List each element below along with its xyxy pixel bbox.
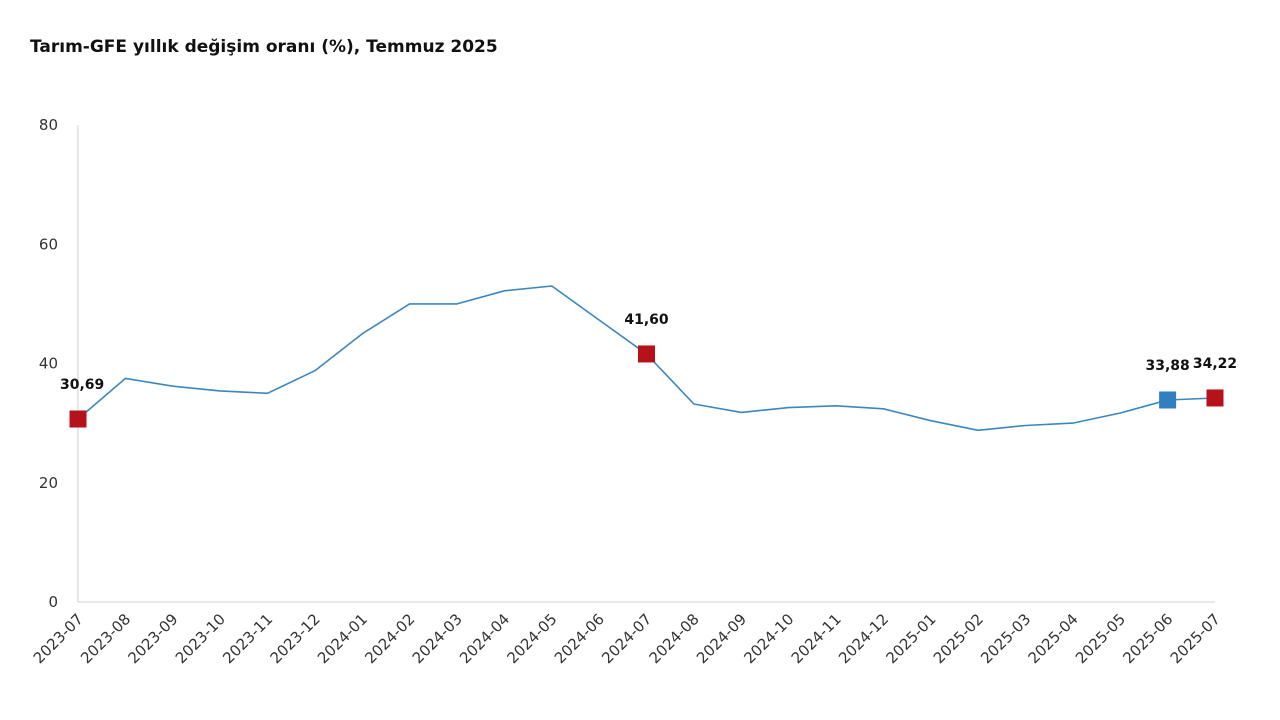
x-tick-label: 2024-03 [409, 610, 466, 667]
x-tick-label: 2025-07 [1167, 610, 1224, 667]
data-label: 34,22 [1193, 356, 1237, 372]
y-tick-label: 40 [39, 355, 58, 373]
y-tick-label: 80 [39, 116, 58, 134]
highlight-marker [69, 410, 87, 428]
x-tick-label: 2023-09 [125, 610, 182, 667]
x-tick-label: 2025-04 [1025, 610, 1082, 667]
x-tick-label: 2024-08 [646, 610, 703, 667]
x-tick-label: 2023-12 [267, 610, 324, 667]
x-tick-label: 2024-05 [504, 610, 561, 667]
x-tick-label: 2025-01 [883, 610, 940, 667]
x-tick-label: 2024-10 [740, 610, 797, 667]
x-tick-label: 2024-09 [693, 610, 750, 667]
x-tick-label: 2024-02 [361, 610, 418, 667]
x-tick-label: 2024-04 [456, 610, 513, 667]
y-tick-label: 0 [48, 593, 58, 611]
x-tick-label: 2023-11 [219, 610, 276, 667]
x-tick-label: 2024-06 [551, 610, 608, 667]
highlight-marker [1206, 389, 1224, 407]
x-tick-label: 2025-06 [1119, 610, 1176, 667]
x-tick-label: 2025-02 [930, 610, 987, 667]
x-tick-label: 2024-07 [598, 610, 655, 667]
x-tick-label: 2025-05 [1072, 610, 1129, 667]
data-label: 41,60 [624, 312, 669, 328]
x-tick-label: 2024-01 [314, 610, 371, 667]
highlight-marker [1159, 391, 1177, 409]
data-label: 30,69 [60, 377, 104, 393]
x-tick-label: 2025-03 [977, 610, 1034, 667]
x-tick-label: 2024-12 [835, 610, 892, 667]
x-tick-label: 2024-11 [788, 610, 845, 667]
x-tick-label: 2023-10 [172, 610, 229, 667]
data-label: 33,88 [1145, 358, 1189, 374]
x-tick-label: 2023-08 [77, 610, 134, 667]
highlight-marker [638, 345, 655, 363]
x-tick-label: 2023-07 [30, 610, 87, 667]
y-tick-label: 20 [39, 474, 58, 492]
y-tick-label: 60 [39, 235, 58, 253]
chart-title: Tarım-GFE yıllık değişim oranı (%), Temm… [30, 37, 498, 57]
